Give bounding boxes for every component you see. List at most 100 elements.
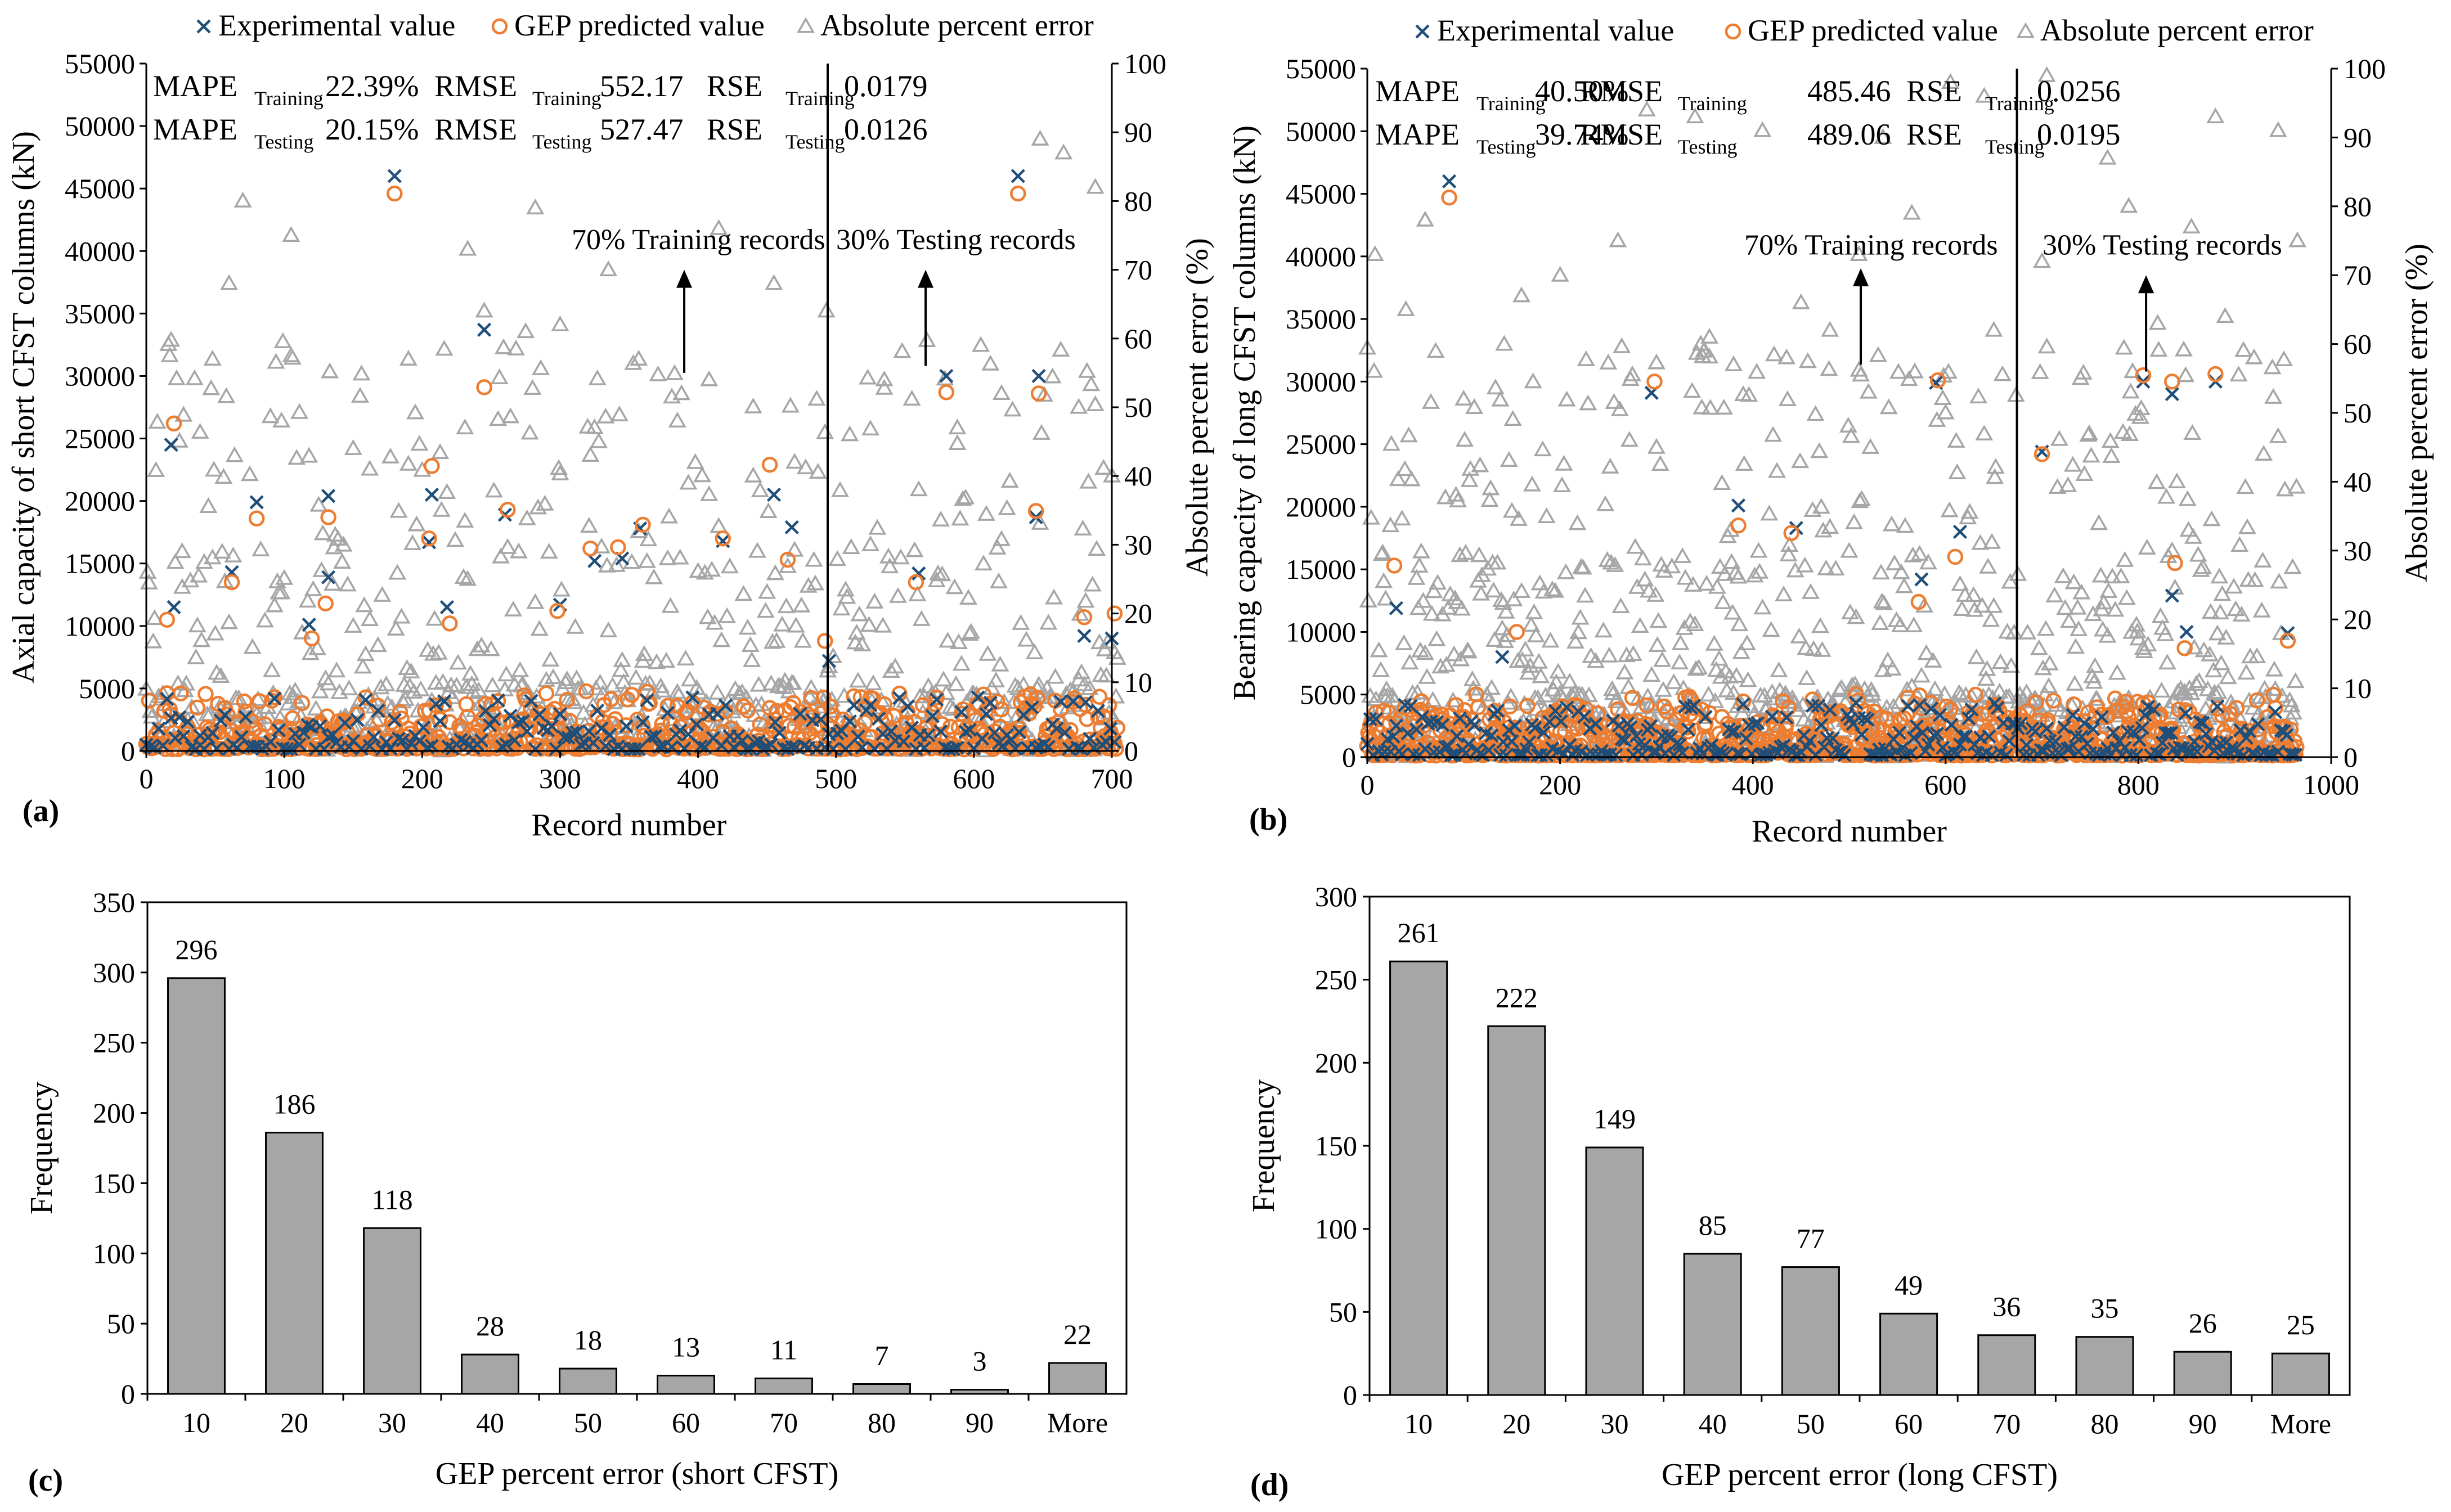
error-point — [2284, 704, 2303, 720]
error-point — [838, 588, 856, 604]
error-point — [680, 670, 699, 687]
experimental-point — [321, 730, 336, 745]
error-point — [1795, 556, 1814, 573]
error-point — [255, 611, 274, 628]
error-point — [591, 673, 609, 690]
error-point — [1760, 505, 1779, 521]
experimental-point — [640, 693, 654, 708]
experimental-point — [1542, 714, 1557, 730]
error-point — [2045, 586, 2064, 602]
experimental-point — [1011, 169, 1025, 183]
predicted-point — [248, 510, 265, 526]
experimental-point — [1667, 748, 1681, 762]
error-point — [1624, 645, 1642, 661]
experimental-point-stroke-b — [416, 720, 431, 735]
error-point — [763, 633, 782, 649]
predicted-point — [263, 692, 280, 709]
error-point — [506, 339, 525, 356]
predicted-point — [1106, 605, 1123, 622]
error-point — [1975, 425, 1994, 441]
experimental-point-stroke-b — [1820, 731, 1834, 745]
x-tick-label: 200 — [401, 763, 443, 794]
error-point — [748, 542, 766, 558]
experimental-point-stroke-b — [487, 712, 501, 726]
experimental-point-stroke-b — [267, 691, 282, 706]
experimental-point — [975, 731, 990, 746]
error-point — [1655, 561, 1673, 578]
experimental-point — [627, 742, 642, 757]
error-point — [2127, 615, 2145, 632]
experimental-point-stroke-b — [168, 731, 183, 745]
error-point — [891, 548, 910, 565]
error-point — [2040, 654, 2059, 670]
predicted-point — [779, 551, 796, 568]
error-point — [265, 596, 284, 613]
error-point — [1437, 656, 1456, 672]
error-point — [407, 515, 426, 532]
error-point — [824, 647, 842, 663]
predicted-point — [490, 693, 506, 709]
error-point — [831, 481, 850, 497]
experimental-point-stroke-b — [491, 693, 505, 708]
experimental-point — [439, 600, 455, 615]
experimental-point-stroke-b — [1049, 721, 1064, 736]
error-point — [957, 488, 975, 505]
error-point — [410, 435, 429, 451]
error-point — [2031, 363, 2049, 379]
error-point — [1452, 600, 1471, 616]
error-point — [564, 693, 583, 709]
error-point — [1393, 510, 1411, 526]
experimental-point — [1718, 748, 1733, 762]
series-triangle — [173, 129, 1121, 559]
x-tick-label: 0 — [140, 763, 154, 794]
experimental-point-stroke-b — [1629, 728, 1644, 744]
experimental-point-stroke-b — [421, 535, 437, 550]
experimental-point-stroke-b — [1611, 718, 1626, 733]
error-point — [369, 636, 387, 652]
error-point — [1714, 399, 1733, 415]
experimental-point-stroke-b — [454, 732, 468, 747]
experimental-point-stroke-b — [515, 714, 530, 728]
error-point — [590, 432, 608, 448]
experimental-point — [263, 735, 278, 749]
error-point — [868, 519, 887, 535]
error-point — [792, 596, 811, 613]
error-point — [1964, 586, 1983, 602]
experimental-point — [155, 738, 170, 753]
experimental-point — [1802, 734, 1817, 748]
error-point — [1714, 593, 1732, 609]
error-point — [1723, 604, 1742, 620]
error-point — [1948, 463, 1967, 479]
experimental-point — [1058, 725, 1072, 740]
experimental-point-stroke-b — [1765, 709, 1780, 724]
experimental-point-stroke-b — [912, 566, 926, 581]
experimental-point-stroke-b — [1377, 744, 1392, 759]
error-point — [377, 675, 396, 691]
experimental-point-stroke-b — [429, 697, 443, 712]
experimental-point — [1617, 733, 1632, 748]
predicted-point — [1639, 697, 1655, 714]
experimental-point-stroke-b — [917, 741, 932, 755]
error-point — [234, 191, 252, 208]
metric-subscript: Training — [532, 87, 601, 110]
error-point — [530, 620, 549, 636]
experimental-point-stroke-b — [1952, 737, 1968, 752]
error-point — [2036, 620, 2055, 636]
experimental-point — [1586, 747, 1600, 762]
error-point — [1790, 627, 1808, 644]
error-point — [2112, 567, 2130, 583]
legend-predicted-swatch — [491, 18, 508, 35]
error-point — [181, 572, 200, 588]
error-point — [2115, 339, 2133, 355]
error-point — [1082, 375, 1101, 392]
error-point — [657, 651, 676, 668]
experimental-point-stroke-b — [164, 438, 178, 452]
experimental-point-stroke-b — [884, 724, 899, 739]
error-point — [859, 368, 877, 385]
experimental-point — [180, 714, 195, 729]
error-point — [987, 671, 1005, 687]
error-point — [908, 585, 927, 601]
error-point — [1371, 661, 1390, 677]
error-point — [1979, 557, 1997, 574]
error-point — [1502, 687, 1520, 704]
